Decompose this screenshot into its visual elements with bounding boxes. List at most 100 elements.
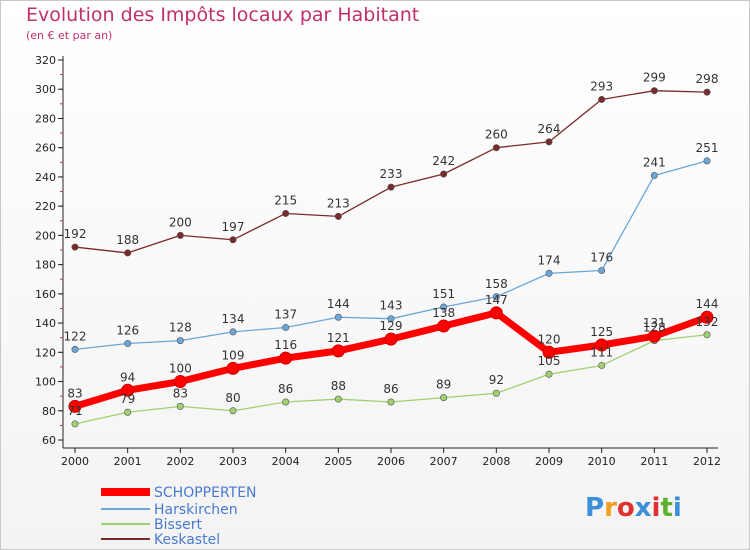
y-tick-label: 220 (35, 200, 56, 213)
data-label: 144 (696, 297, 719, 311)
x-tick-label: 2005 (324, 455, 352, 468)
data-label: 120 (538, 332, 561, 346)
data-label: 92 (489, 373, 504, 387)
data-label: 126 (116, 324, 139, 338)
data-point (703, 331, 711, 339)
data-label: 128 (169, 321, 192, 335)
y-tick-label: 100 (35, 376, 56, 389)
data-label: 80 (225, 391, 240, 405)
data-point (121, 383, 135, 397)
legend-label: Bissert (154, 517, 202, 533)
data-label: 111 (590, 345, 613, 359)
data-point (440, 303, 448, 311)
data-label: 134 (222, 312, 245, 326)
data-label: 131 (643, 316, 666, 330)
data-point (492, 389, 500, 397)
data-label: 129 (380, 319, 403, 333)
data-label: 109 (222, 348, 245, 362)
data-point (229, 407, 237, 415)
data-label: 174 (538, 253, 561, 267)
data-point (71, 243, 79, 251)
data-point (542, 345, 556, 359)
legend-label: Keskastel (154, 532, 220, 548)
data-label: 215 (274, 193, 297, 207)
data-label: 242 (432, 154, 455, 168)
data-point (176, 231, 184, 239)
data-point (387, 315, 395, 323)
data-point (492, 293, 500, 301)
data-point (492, 144, 500, 152)
data-point (650, 171, 658, 179)
data-point (387, 183, 395, 191)
chart-title: Evolution des Impôts locaux par Habitant (26, 4, 420, 26)
data-point (334, 212, 342, 220)
data-point (489, 306, 503, 320)
y-tick-label: 80 (42, 405, 56, 418)
data-label: 197 (222, 220, 245, 234)
y-tick-label: 280 (35, 112, 56, 125)
data-point (545, 370, 553, 378)
x-tick-label: 2009 (535, 455, 563, 468)
data-label: 86 (278, 382, 293, 396)
data-point (598, 361, 606, 369)
data-label: 100 (169, 362, 192, 376)
data-label: 213 (327, 196, 350, 210)
data-label: 192 (64, 227, 87, 241)
data-label: 251 (696, 141, 719, 155)
data-label: 88 (331, 379, 346, 393)
y-tick-label: 300 (35, 83, 56, 96)
y-tick-label: 120 (35, 346, 56, 359)
data-point (229, 236, 237, 244)
data-label: 105 (538, 354, 561, 368)
data-label: 122 (64, 329, 87, 343)
data-point (703, 157, 711, 165)
chart-subtitle: (en € et par an) (26, 29, 113, 42)
data-point (71, 420, 79, 428)
data-point (124, 340, 132, 348)
x-tick-label: 2000 (61, 455, 89, 468)
data-label: 71 (67, 404, 82, 418)
x-tick-label: 2001 (114, 455, 142, 468)
data-label: 89 (436, 378, 451, 392)
data-point (440, 394, 448, 402)
data-point (173, 375, 187, 389)
data-label: 94 (120, 370, 135, 384)
data-point (282, 209, 290, 217)
data-label: 79 (120, 392, 135, 406)
x-tick-label: 2006 (377, 455, 405, 468)
data-label: 137 (274, 307, 297, 321)
data-label: 299 (643, 71, 666, 85)
data-label: 138 (432, 306, 455, 320)
data-label: 116 (274, 338, 297, 352)
data-point (437, 319, 451, 333)
data-point (226, 361, 240, 375)
data-label: 200 (169, 215, 192, 229)
proxiti-logo: Proxiti (585, 493, 682, 523)
data-point (282, 323, 290, 331)
data-label: 293 (590, 79, 613, 93)
data-label: 241 (643, 155, 666, 169)
y-tick-label: 60 (42, 434, 56, 447)
data-point (334, 395, 342, 403)
legend-label: SCHOPPERTEN (154, 485, 257, 501)
data-point (176, 337, 184, 345)
x-tick-label: 2002 (166, 455, 194, 468)
data-label: 125 (590, 325, 613, 339)
data-point (647, 329, 661, 343)
data-label: 298 (696, 72, 719, 86)
data-label: 151 (432, 287, 455, 301)
data-point (387, 398, 395, 406)
data-labels: 83 94 100 109 116 121 129 138 147 120 125 131 144 122… (64, 71, 719, 418)
data-point (703, 88, 711, 96)
data-label: 144 (327, 297, 350, 311)
data-label: 260 (485, 128, 508, 142)
data-point (229, 328, 237, 336)
y-tick-label: 200 (35, 229, 56, 242)
data-label: 86 (383, 382, 398, 396)
data-point (598, 266, 606, 274)
y-tick-label: 160 (35, 288, 56, 301)
series-layer (68, 87, 714, 428)
